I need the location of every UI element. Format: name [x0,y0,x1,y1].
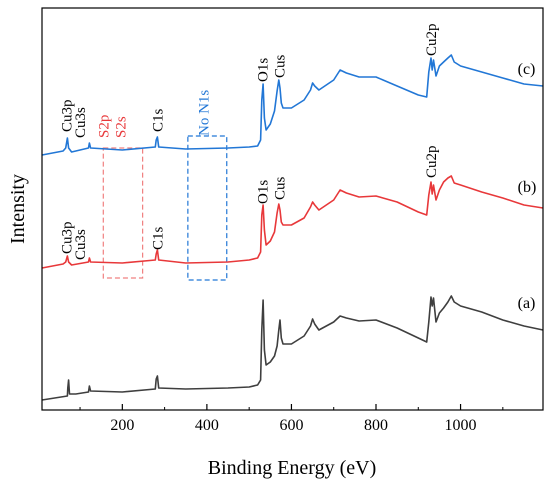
curve-labels: (c) (b) (a) [518,61,537,312]
x-tick-label-3: 800 [364,417,388,434]
peak-label-4: C1s [150,108,166,132]
peak-label-9: Cu3p [60,221,76,254]
dashed-box-0 [102,147,144,279]
series-line-0 [41,295,544,401]
peak-label-3: S2s [114,116,130,138]
dashed-boxes [102,135,228,281]
series-line-1 [41,175,544,269]
peak-label-11: C1s [150,226,166,250]
y-axis-title: Intensity [7,174,29,244]
plot-frame [41,7,544,411]
spectrum-curves [41,54,544,401]
peak-label-2: S2p [97,115,113,138]
peak-label-12: O1s [256,180,272,204]
peak-label-7: Cus [273,54,289,78]
peak-label-13: Cus [273,176,289,200]
peak-label-8: Cu2p [424,23,440,56]
curve-label-2: (a) [518,295,536,312]
dashed-box-1 [187,135,228,281]
x-tick-label-0: 200 [110,417,134,434]
peak-label-1: Cu3s [73,107,89,138]
series-line-2 [41,54,544,156]
x-axis-title: Binding Energy (eV) [208,457,377,479]
curve-label-1: (b) [518,179,537,196]
x-tick-label-1: 400 [195,417,219,434]
peak-label-5: No N1s [197,90,213,136]
x-axis-ticks: 200 400 600 800 1000 [79,404,504,434]
x-tick-label-4: 1000 [445,417,477,434]
peak-label-14: Cu2p [424,145,440,178]
curve-label-0: (c) [518,61,536,78]
x-tick-label-2: 600 [279,417,303,434]
peak-label-6: O1s [256,58,272,82]
peak-label-10: Cu3s [73,229,89,260]
peak-label-0: Cu3p [60,99,76,132]
